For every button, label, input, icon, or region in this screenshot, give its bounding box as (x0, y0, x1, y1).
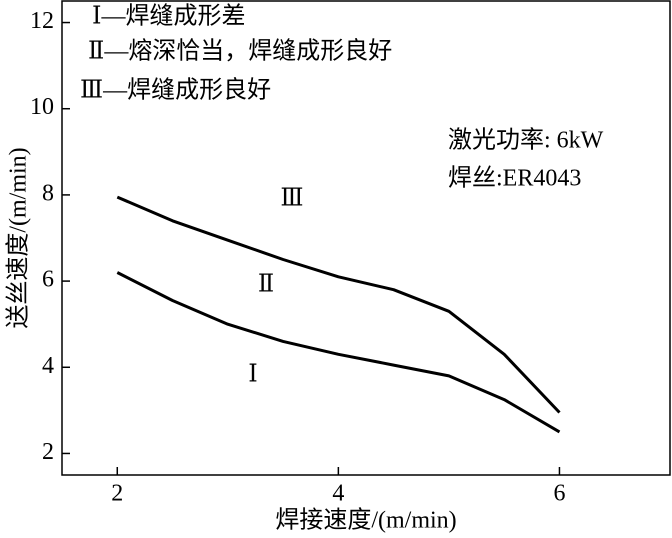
legend-note: Ⅱ—熔深恰当，焊缝成形良好 (88, 38, 392, 65)
region-label: Ⅲ (280, 186, 303, 212)
plot-frame (61, 0, 671, 476)
region-label: Ⅰ (248, 362, 257, 388)
annotation: 焊丝:ER4043 (448, 165, 581, 192)
x-tick-label: 2 (111, 481, 123, 507)
legend-note: Ⅲ—焊缝成形良好 (80, 77, 271, 104)
boundary-curve (116, 195, 561, 414)
y-tick-label: 2 (42, 439, 54, 465)
y-tick-label: 8 (42, 180, 54, 206)
y-axis-label: 送丝速度/(m/min) (5, 147, 32, 328)
annotation: 激光功率: 6kW (448, 127, 604, 154)
x-tick-label: 4 (332, 481, 344, 507)
legend-note: Ⅰ—焊缝成形差 (92, 3, 245, 30)
y-tick-label: 6 (42, 267, 54, 293)
y-tick-label: 4 (42, 353, 54, 379)
x-axis-label: 焊接速度/(m/min) (275, 507, 456, 534)
region-label: Ⅱ (258, 272, 274, 298)
x-tick-label: 6 (553, 481, 565, 507)
y-tick-label: 10 (30, 94, 54, 120)
y-tick-label: 12 (30, 8, 54, 34)
boundary-curve (116, 271, 561, 434)
